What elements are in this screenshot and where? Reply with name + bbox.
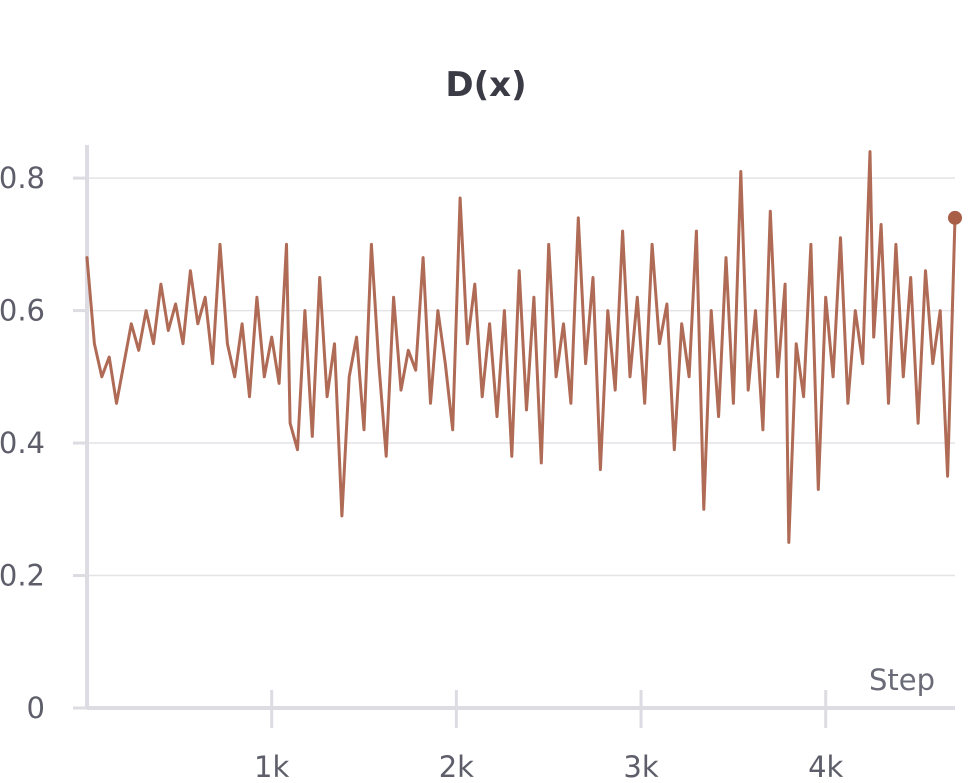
series-line (85, 150, 957, 544)
y-tick-label: 0.6 (0, 294, 45, 328)
axes (85, 145, 955, 710)
y-tick-label: 0 (27, 691, 45, 725)
x-axis-ticks: 1k 2k 3k 4k (254, 690, 844, 783)
x-tick-label: 4k (808, 750, 843, 783)
x-tick-label: 1k (254, 750, 289, 783)
chart-title: D(x) (445, 65, 526, 105)
y-tick-label: 0.4 (0, 426, 45, 460)
x-axis-label: Step (869, 663, 935, 697)
y-tick-label: 0.8 (0, 161, 45, 195)
x-tick-label: 2k (439, 750, 474, 783)
y-tick-label: 0.2 (0, 559, 45, 593)
x-tick-label: 3k (623, 750, 658, 783)
series-layer (85, 150, 962, 544)
series-endpoint-marker (948, 210, 962, 225)
y-axis-ticks: 0 0.2 0.4 0.6 0.8 (0, 161, 87, 725)
gridlines (87, 177, 955, 577)
